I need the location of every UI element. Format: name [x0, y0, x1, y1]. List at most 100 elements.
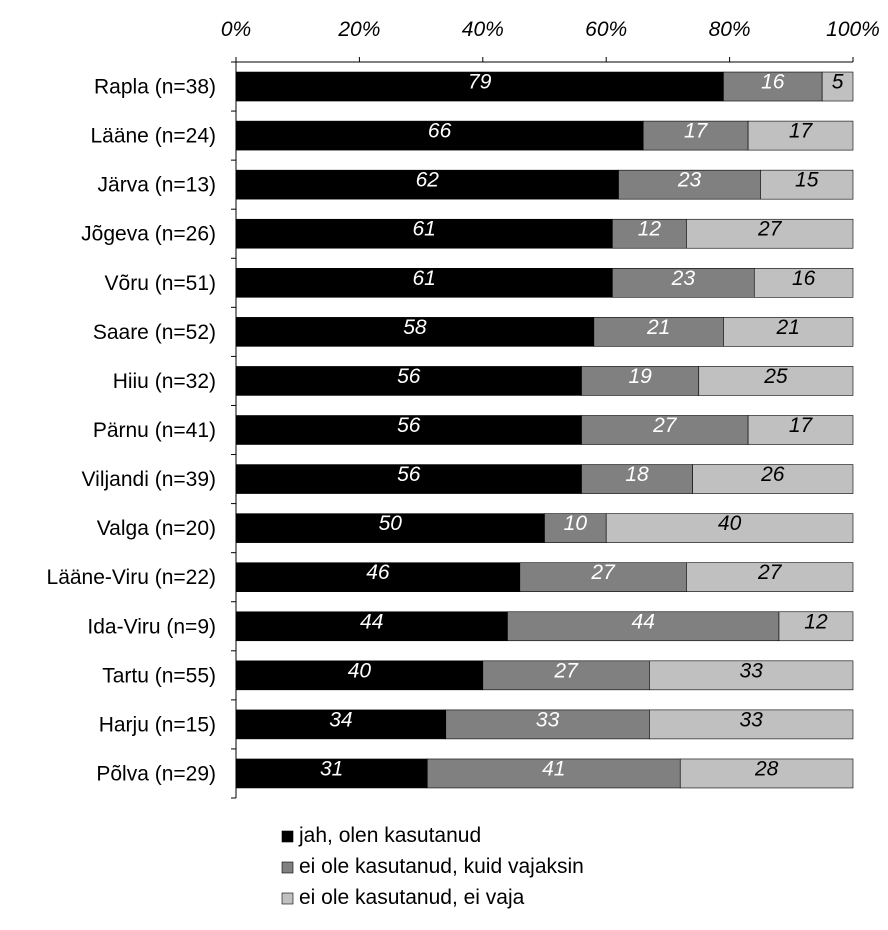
bar-segment — [642, 120, 749, 151]
data-label: 56 — [397, 463, 421, 486]
bar-segment — [747, 415, 854, 445]
bar-segment — [445, 709, 650, 740]
bar-segment — [235, 120, 644, 151]
axis-lines — [231, 61, 853, 799]
bar-segment — [723, 317, 854, 347]
bar-segment — [235, 169, 619, 200]
data-labels: 79 16 5 66 17 17 62 23 15 61 12 27 61 23 16 58 21 21 56 19 2… — [320, 71, 844, 781]
bar-segment — [649, 709, 854, 740]
bar-segment — [612, 218, 687, 249]
bar-segment — [235, 660, 484, 691]
data-label: 27 — [553, 659, 579, 682]
bar-segment — [747, 120, 854, 151]
data-label: 31 — [320, 757, 343, 780]
data-label: 62 — [416, 169, 440, 192]
bar-segment — [235, 562, 521, 593]
data-label: 21 — [646, 316, 670, 339]
legend-swatch — [281, 892, 294, 905]
bar-segment — [235, 611, 508, 642]
data-label: 12 — [804, 610, 828, 633]
bar-segment — [686, 562, 854, 593]
legend-swatch — [281, 861, 294, 874]
x-tick-label: 80% — [709, 18, 751, 41]
data-label: 15 — [795, 169, 819, 192]
data-label: 79 — [468, 71, 492, 94]
bar-segment — [544, 513, 607, 543]
x-tick-label: 40% — [462, 18, 504, 41]
category-label: Tartu (n=55) — [102, 664, 216, 687]
bar-segment — [605, 513, 854, 543]
legend-label: ei ole kasutanud, ei vaja — [299, 886, 525, 909]
data-label: 58 — [403, 316, 427, 339]
data-label: 27 — [652, 414, 678, 437]
bar-segment — [581, 415, 749, 445]
category-label: Põlva (n=29) — [96, 762, 216, 785]
bar-segment — [686, 218, 854, 249]
data-label: 21 — [776, 316, 800, 339]
data-label: 34 — [329, 708, 352, 731]
bar-segment — [593, 317, 724, 347]
category-label: Valga (n=20) — [97, 517, 216, 540]
bar-segment — [519, 562, 687, 593]
data-label: 27 — [757, 218, 783, 241]
data-label: 28 — [754, 757, 779, 780]
category-label: Pärnu (n=41) — [93, 419, 216, 442]
data-label: 26 — [760, 463, 785, 486]
data-label: 56 — [397, 365, 421, 388]
x-tick-label: 100% — [826, 18, 880, 41]
data-label: 40 — [718, 512, 742, 535]
data-label: 25 — [763, 365, 788, 388]
category-label: Rapla (n=38) — [94, 76, 216, 99]
bar-segment — [235, 513, 545, 543]
data-label: 17 — [789, 414, 814, 437]
data-label: 66 — [428, 120, 452, 143]
data-label: 33 — [536, 708, 560, 731]
data-label: 41 — [542, 757, 565, 780]
legend-label: ei ole kasutanud, kuid vajaksin — [299, 855, 584, 878]
bar-segment — [507, 611, 780, 642]
data-label: 61 — [413, 267, 436, 290]
category-label: Jõgeva (n=26) — [81, 223, 216, 246]
bar-segment — [753, 267, 854, 298]
x-tick-label: 60% — [585, 18, 627, 41]
bar-segment — [235, 758, 428, 789]
bars — [235, 71, 854, 789]
data-label: 23 — [671, 267, 696, 290]
bar-segment — [235, 709, 447, 740]
data-label: 44 — [632, 610, 655, 633]
category-label: Lääne-Viru (n=22) — [47, 566, 216, 589]
x-tick-label: 20% — [337, 18, 380, 41]
category-label: Ida-Viru (n=9) — [87, 615, 216, 638]
x-tick-label: 0% — [221, 18, 251, 41]
bar-segment — [649, 660, 854, 691]
data-label: 17 — [684, 120, 709, 143]
bar-segment — [482, 660, 650, 691]
data-label: 17 — [789, 120, 814, 143]
category-label: Lääne (n=24) — [90, 125, 216, 148]
data-label: 27 — [590, 561, 616, 584]
data-label: 19 — [628, 365, 652, 388]
category-label: Järva (n=13) — [98, 174, 216, 197]
category-label: Hiiu (n=32) — [113, 370, 216, 393]
data-label: 50 — [379, 512, 403, 535]
bar-segment — [235, 464, 582, 494]
category-label: Võru (n=51) — [105, 272, 216, 295]
bar-segment — [235, 218, 613, 249]
bar-segment — [698, 366, 854, 396]
bar-segment — [821, 71, 854, 102]
legend-label: jah, olen kasutanud — [298, 824, 481, 847]
data-label: 16 — [761, 71, 785, 94]
legend: jah, olen kasutanud ei ole kasutanud, kui… — [281, 824, 584, 909]
data-label: 18 — [625, 463, 649, 486]
data-label: 40 — [348, 659, 372, 682]
category-labels: Rapla (n=38) Lääne (n=24) Järva (n=13) Jõge… — [47, 76, 216, 786]
data-label: 5 — [832, 71, 844, 94]
legend-swatch — [281, 830, 294, 843]
bar-segment — [679, 758, 854, 789]
bar-segment — [618, 169, 761, 200]
data-label: 23 — [677, 169, 702, 192]
data-label: 33 — [740, 659, 764, 682]
data-label: 46 — [366, 561, 390, 584]
x-axis: 0% 20% 40% 60% 80% 100% — [221, 18, 880, 62]
